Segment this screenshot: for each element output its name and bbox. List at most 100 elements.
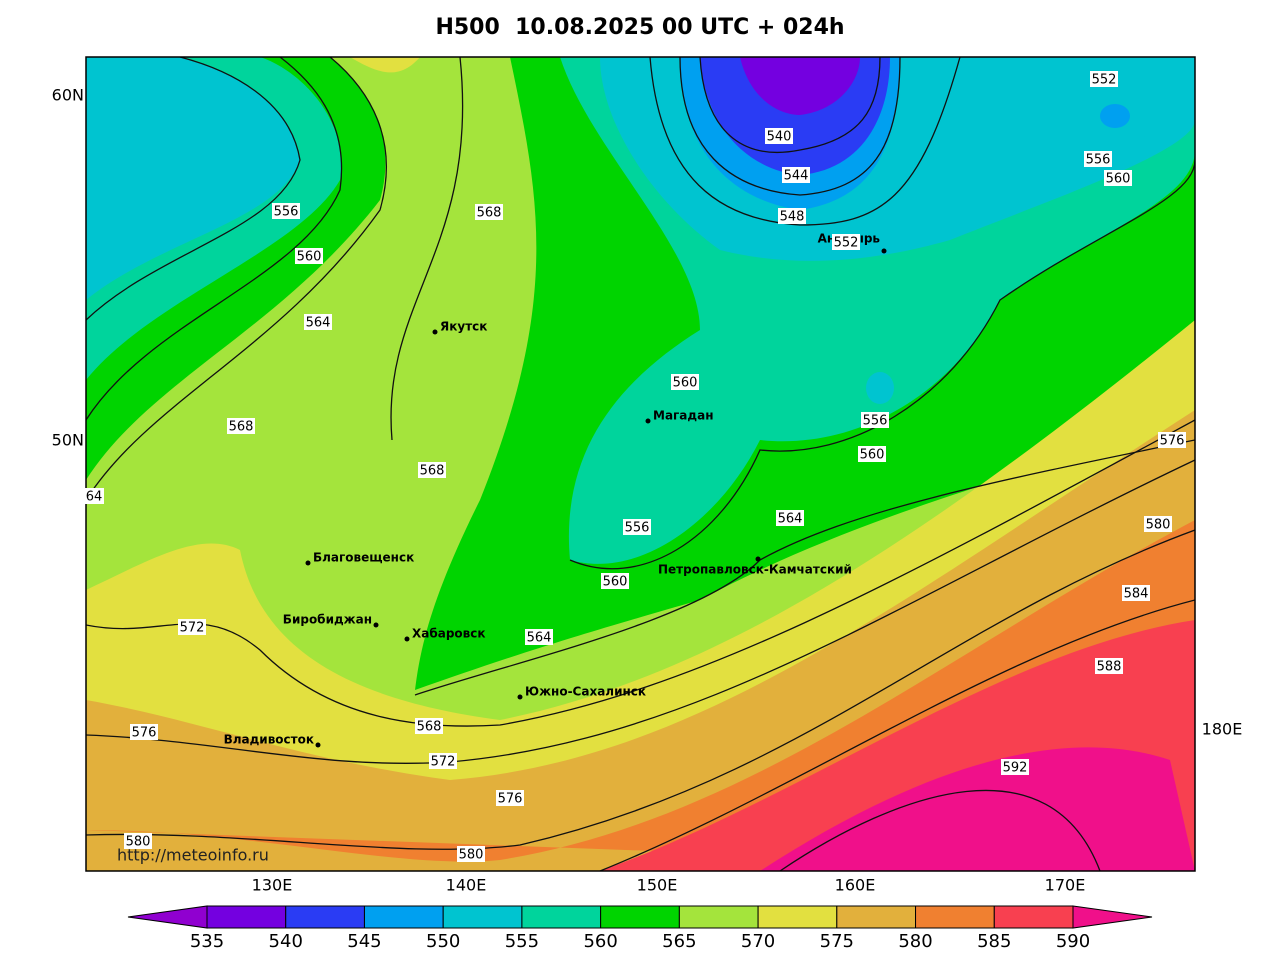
- contour-label-box: [671, 374, 699, 390]
- contour-label-box: [1144, 516, 1172, 532]
- contour-label: 576: [132, 726, 157, 741]
- colorbar-box: [993, 905, 1074, 929]
- lon-label: 140E: [446, 876, 487, 895]
- contour-label: 568: [420, 464, 445, 479]
- contour-label-box: [623, 519, 651, 535]
- city-dot: [517, 694, 523, 700]
- colorbar-label: 535: [190, 931, 224, 952]
- contour-label: 560: [673, 376, 698, 391]
- contour-label: 552: [834, 236, 859, 251]
- lat-label: 60N: [52, 86, 84, 105]
- contour-label-box: [525, 629, 553, 645]
- contour-label-box: [765, 128, 793, 144]
- colorbar-low: [127, 905, 208, 929]
- contour-label-box: [295, 248, 323, 264]
- lon-label: 180E: [1202, 720, 1243, 739]
- contour-label: 64: [86, 490, 103, 505]
- source-url: http://meteoinfo.ru: [117, 846, 269, 865]
- city-label: Биробиджан: [283, 613, 372, 627]
- contour-label: 568: [477, 206, 502, 221]
- contour-label: 576: [498, 792, 523, 807]
- contour-label: 580: [1146, 518, 1171, 533]
- map-field: [86, 57, 1195, 871]
- contour-label-box: [418, 462, 446, 478]
- city-label: Якутск: [440, 320, 487, 334]
- contour-label: 544: [784, 169, 809, 184]
- city-dot: [315, 742, 321, 748]
- map-frame: [85, 56, 1196, 872]
- city-label: Петропавловск-Камчатский: [658, 563, 852, 577]
- contour-label: 572: [180, 621, 205, 636]
- contour-label: 576: [1160, 434, 1185, 449]
- city-dot: [373, 622, 379, 628]
- colorbar-label: 570: [741, 931, 775, 952]
- contour-label: 580: [459, 848, 484, 863]
- contour-label-box: [1104, 170, 1132, 186]
- colorbar-box: [285, 905, 365, 929]
- contour-label: 584: [1124, 587, 1149, 602]
- contour-label: 560: [297, 250, 322, 265]
- city-label: Магадан: [653, 409, 714, 423]
- colorbar-label: 550: [426, 931, 460, 952]
- city-dot: [404, 636, 410, 642]
- contour-label-box: [1095, 658, 1123, 674]
- contour-label: 560: [603, 575, 628, 590]
- colorbar-label: 555: [505, 931, 539, 952]
- contour-label: 560: [860, 448, 885, 463]
- colorbar-high: [1072, 905, 1153, 929]
- city-dot: [755, 556, 761, 562]
- contour-label: 556: [1086, 153, 1111, 168]
- colorbar-box: [363, 905, 444, 929]
- lon-label: 150E: [637, 876, 678, 895]
- colorbar-label: 580: [898, 931, 932, 952]
- contour-label: 564: [778, 512, 803, 527]
- contour-label-box: [304, 314, 332, 330]
- contour-label-box: [415, 718, 443, 734]
- contour-label-box: [782, 167, 810, 183]
- contour-label: 560: [1106, 172, 1131, 187]
- contour-label: 592: [1003, 761, 1028, 776]
- lon-label: 130E: [252, 876, 293, 895]
- colorbar-label: 590: [1056, 931, 1090, 952]
- colorbar-box: [836, 905, 917, 929]
- colorbar-box: [915, 905, 995, 929]
- city-dot: [881, 248, 887, 254]
- contour-label: 556: [863, 414, 888, 429]
- contour-label-box: [272, 203, 300, 219]
- contour-label-box: [1122, 585, 1150, 601]
- lon-label: 160E: [835, 876, 876, 895]
- contour-label-box: [457, 846, 485, 862]
- contour-label-box: [130, 724, 158, 740]
- contour-label: 564: [306, 316, 331, 331]
- contour-label: 556: [274, 205, 299, 220]
- colorbar-box: [442, 905, 523, 929]
- contour-label-box: [778, 208, 806, 224]
- contour-label-box: [858, 446, 886, 462]
- city-dot: [432, 329, 438, 335]
- lat-label: 50N: [52, 431, 84, 450]
- colorbar-label: 565: [662, 931, 696, 952]
- contour-label-box: [227, 418, 255, 434]
- contour-label-box: [178, 619, 206, 635]
- contour-label-box: [475, 204, 503, 220]
- colorbar-box: [600, 905, 680, 929]
- colorbar-label: 585: [977, 931, 1011, 952]
- city-label: Владивосток: [224, 733, 314, 747]
- contour-label-box: [601, 573, 629, 589]
- colorbar-box: [521, 905, 602, 929]
- contour-label: 564: [527, 631, 552, 646]
- contour-label-box: [861, 412, 889, 428]
- city-label: Хабаровск: [412, 627, 486, 641]
- contour-label: 588: [1097, 660, 1122, 675]
- colorbar-box: [757, 905, 838, 929]
- colorbar-label: 575: [820, 931, 854, 952]
- contour-label-box: [776, 510, 804, 526]
- colorbar-label: 545: [347, 931, 381, 952]
- contour-label-box: [832, 234, 860, 250]
- contour-label: 548: [780, 210, 805, 225]
- contour-label: 580: [126, 835, 151, 850]
- lon-label: 170E: [1045, 876, 1086, 895]
- city-dot: [645, 418, 651, 424]
